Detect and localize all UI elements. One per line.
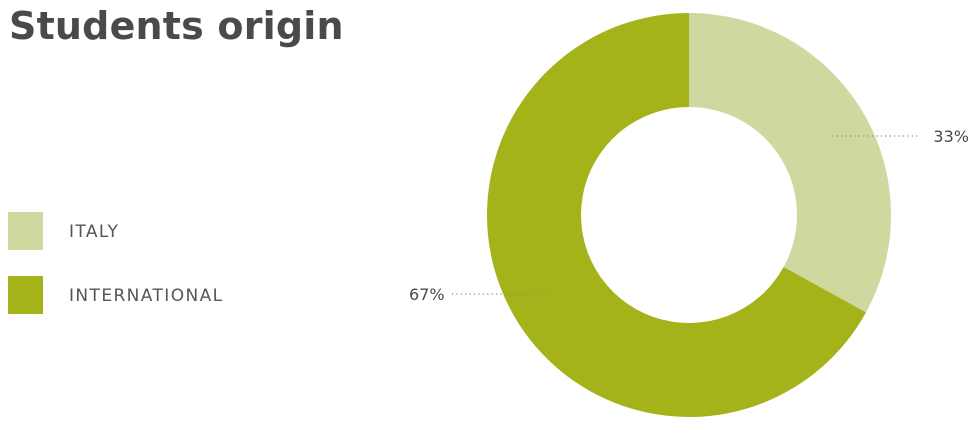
legend-item-international: INTERNATIONAL (8, 276, 328, 314)
legend-label-international: INTERNATIONAL (69, 286, 224, 306)
legend-swatch-italy (8, 212, 43, 250)
legend-swatch-international (8, 276, 43, 314)
chart-title: Students origin (9, 4, 344, 48)
data-label-italy: 33% (933, 127, 969, 146)
data-label-international: 67% (409, 285, 445, 304)
legend-item-italy: ITALY (8, 212, 328, 250)
donut-data-labels: 33% 67% (409, 127, 969, 304)
legend-label-italy: ITALY (69, 222, 120, 242)
donut-slice-international (487, 13, 867, 417)
donut-slices (487, 13, 892, 417)
donut-slice-italy (689, 13, 892, 313)
